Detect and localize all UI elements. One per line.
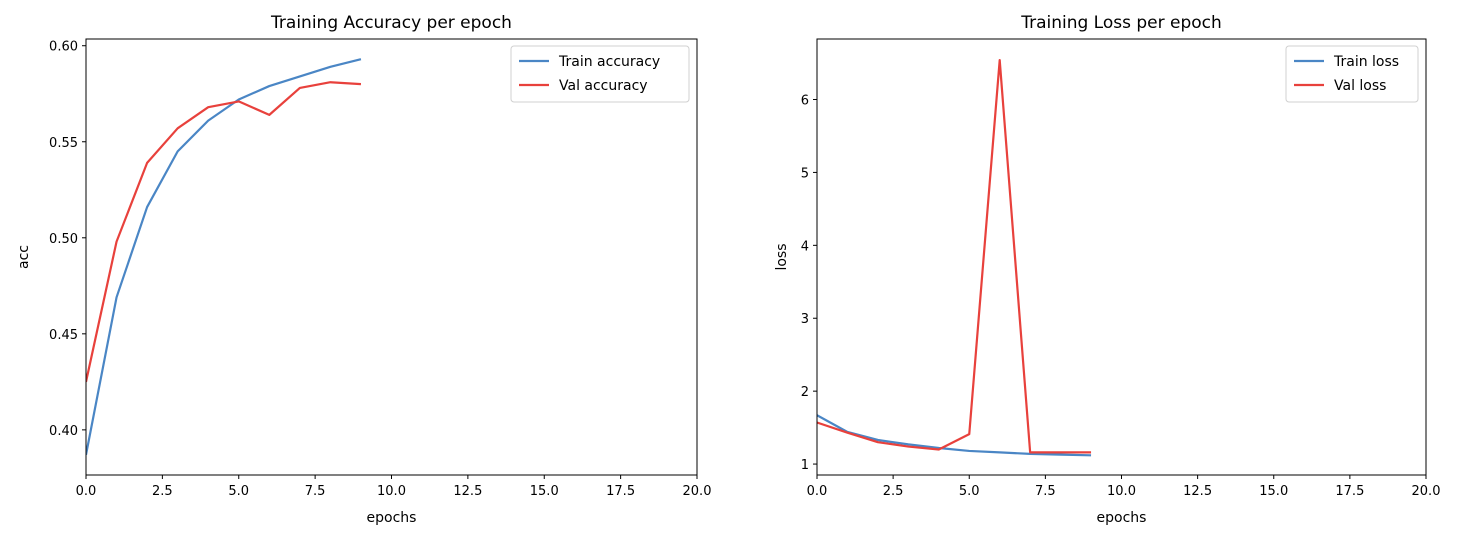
series-line-val-loss bbox=[817, 59, 1092, 454]
series-line-train-accuracy bbox=[86, 58, 362, 456]
legend-label: Val accuracy bbox=[559, 78, 648, 94]
x-tick-label: 12.5 bbox=[1183, 484, 1212, 499]
x-tick-label: 2.5 bbox=[883, 484, 904, 499]
legend-box bbox=[510, 45, 690, 103]
x-tick-label: 17.5 bbox=[606, 484, 635, 499]
x-tick-label: 10.0 bbox=[1107, 484, 1136, 499]
x-tick-label: 0.0 bbox=[76, 484, 97, 499]
x-tick-label: 10.0 bbox=[377, 484, 406, 499]
y-tick-label: 3 bbox=[801, 312, 809, 327]
chart-title: Training Accuracy per epoch bbox=[270, 13, 512, 33]
y-tick-label: 0.45 bbox=[49, 328, 78, 343]
y-tick-label: 2 bbox=[801, 385, 809, 400]
x-tick-label: 20.0 bbox=[683, 484, 712, 499]
legend-label: Train loss bbox=[1333, 54, 1399, 70]
y-axis-label: loss bbox=[774, 243, 790, 270]
x-tick-label: 0.0 bbox=[807, 484, 828, 499]
chart-panel-1: Training Loss per epoch 0.0 2.5 5.0 7.5 10.0 1… bbox=[774, 13, 1440, 526]
chart-panel-0: Training Accuracy per epoch 0.0 2.5 5.0 7.5 1… bbox=[16, 13, 711, 526]
x-tick-label: 20.0 bbox=[1412, 484, 1441, 499]
x-tick-label: 15.0 bbox=[530, 484, 559, 499]
x-tick-label: 5.0 bbox=[228, 484, 249, 499]
series-line-val-accuracy bbox=[86, 81, 362, 383]
legend: Train accuracy Val accuracy bbox=[510, 45, 690, 103]
legend-label: Train accuracy bbox=[558, 54, 660, 70]
axes-frame bbox=[816, 38, 1427, 476]
x-tick-label: 5.0 bbox=[959, 484, 980, 499]
x-axis-label: epochs bbox=[1097, 510, 1147, 526]
y-tick-label: 6 bbox=[801, 94, 809, 109]
y-tick-label: 1 bbox=[801, 458, 809, 473]
y-tick-label: 0.55 bbox=[49, 136, 78, 151]
y-tick-label: 4 bbox=[801, 239, 809, 254]
legend-label: Val loss bbox=[1334, 78, 1386, 94]
x-tick-label: 2.5 bbox=[152, 484, 173, 499]
x-axis-label: epochs bbox=[367, 510, 417, 526]
x-tick-label: 7.5 bbox=[305, 484, 326, 499]
axes-frame bbox=[85, 38, 698, 476]
x-tick-label: 15.0 bbox=[1259, 484, 1288, 499]
legend: Train loss Val loss bbox=[1285, 45, 1419, 103]
x-tick-label: 7.5 bbox=[1035, 484, 1056, 499]
y-tick-label: 0.50 bbox=[49, 232, 78, 247]
x-tick-label: 17.5 bbox=[1335, 484, 1364, 499]
y-axis-label: acc bbox=[16, 245, 32, 269]
y-tick-label: 0.60 bbox=[49, 40, 78, 55]
chart-title: Training Loss per epoch bbox=[1020, 13, 1222, 33]
y-tick-label: 5 bbox=[801, 166, 809, 181]
x-tick-label: 12.5 bbox=[453, 484, 482, 499]
y-tick-label: 0.40 bbox=[49, 424, 78, 439]
series-line-train-loss bbox=[817, 414, 1092, 457]
